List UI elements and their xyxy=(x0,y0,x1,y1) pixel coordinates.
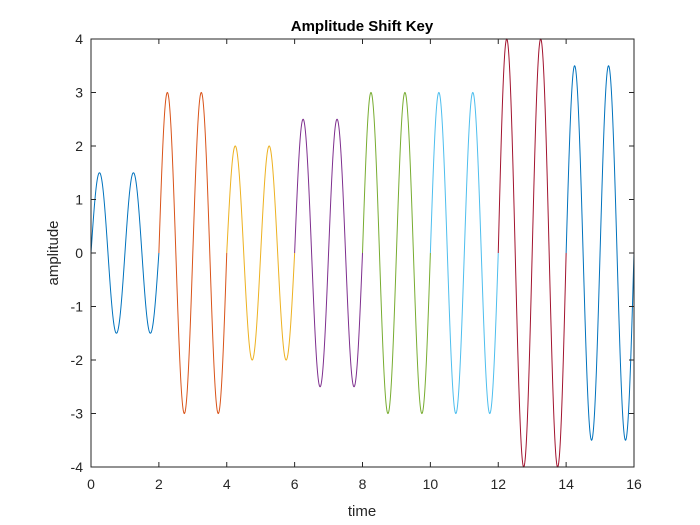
series-line-4 xyxy=(294,118,363,388)
x-axis-label: time xyxy=(348,503,376,520)
series-layer xyxy=(90,38,635,468)
y-tick-label: -3 xyxy=(71,406,84,422)
series-line-1 xyxy=(90,172,160,334)
y-tick-label: 1 xyxy=(75,192,83,208)
series-line-3 xyxy=(226,145,296,361)
series-line-5 xyxy=(362,91,431,415)
x-tick-label: 6 xyxy=(291,476,299,492)
series-line-8 xyxy=(565,65,635,441)
x-tick-label: 14 xyxy=(558,476,574,492)
y-tick-label: -2 xyxy=(71,352,84,368)
x-tick-label: 4 xyxy=(223,476,231,492)
x-tick-label: 2 xyxy=(155,476,163,492)
y-tick-label: 2 xyxy=(75,138,83,154)
chart-title: Amplitude Shift Key xyxy=(291,18,434,35)
x-tick-label: 12 xyxy=(490,476,506,492)
y-tick-label: 4 xyxy=(75,31,83,47)
y-tick-label: 3 xyxy=(75,85,83,101)
series-line-2 xyxy=(158,91,228,415)
y-tick-label: 0 xyxy=(75,245,83,261)
x-tick-label: 8 xyxy=(359,476,367,492)
x-tick-label: 16 xyxy=(626,476,642,492)
y-tick-label: -4 xyxy=(71,459,84,475)
y-tick-label: -1 xyxy=(71,299,84,315)
series-line-7 xyxy=(497,38,567,468)
series-line-6 xyxy=(429,91,499,415)
y-axis-label: amplitude xyxy=(45,220,62,285)
x-tick-label: 0 xyxy=(87,476,95,492)
x-tick-label: 10 xyxy=(423,476,439,492)
